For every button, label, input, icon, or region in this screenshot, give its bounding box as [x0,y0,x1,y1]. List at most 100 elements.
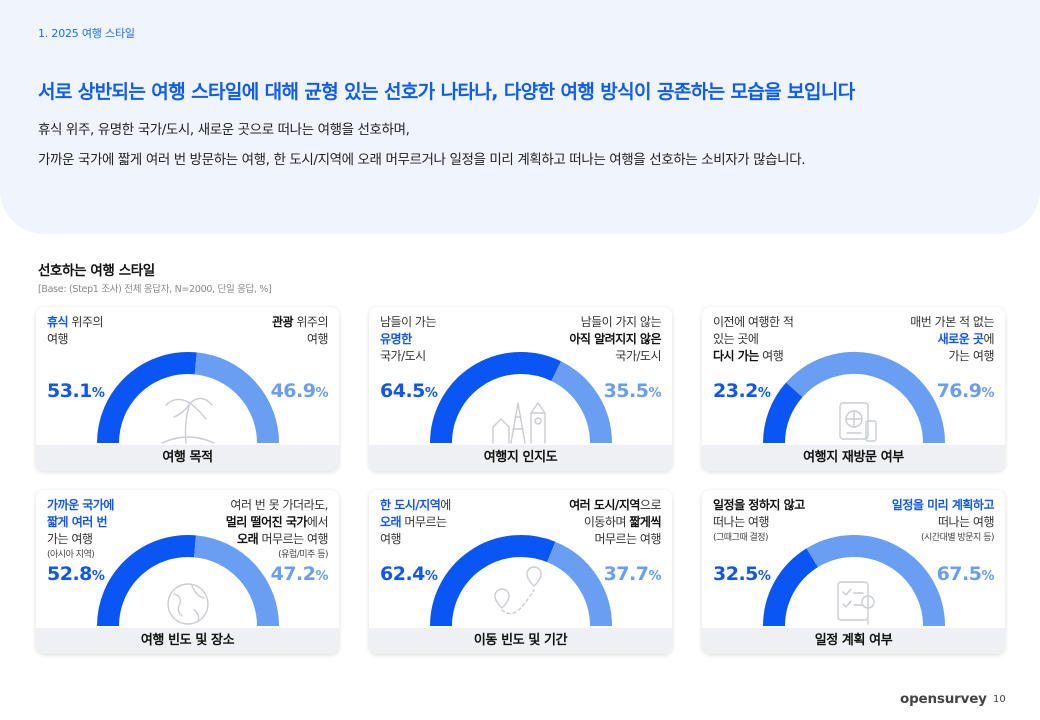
donut-card: 한 도시/지역에 오래 머무르는 여행 여러 도시/지역으로 이동하며 짧게씩 머무르는 … [369,490,672,654]
label-segment: (아시아 지역) [47,550,95,560]
half-donut-chart [97,535,279,627]
label-segment: 일정을 정하지 않고 [713,498,805,512]
label-segment: 일정을 미리 계획하고 [891,498,995,512]
value-unit: % [981,569,994,584]
label-line: (시간대별 방문지 등) [892,531,995,546]
value-unit: % [424,386,438,401]
value-unit: % [424,569,438,584]
label-line: (그때그때 결정) [713,531,805,546]
donut-segment-right [194,352,279,444]
label-segment: 남들이 가지 않는 [580,315,662,329]
value-unit: % [981,386,994,401]
donut-segment-right [806,535,945,627]
globe-icon [167,583,209,625]
value-number: 23.2 [713,380,758,402]
label-segment: 가까운 국가에 [47,498,114,512]
label-line: 여행 [380,531,451,548]
donut-segment-left [430,535,556,627]
header-panel [0,0,1040,234]
label-segment: 다시 가는 [713,349,759,363]
label-segment: 관광 [271,315,294,329]
label-line: 있는 곳에 [713,331,793,348]
value-unit: % [91,569,105,584]
donut-card: 휴식 위주의 여행 관광 위주의 여행 53.1% 46.9% 여행 목적 [36,307,339,471]
value-number: 46.9 [270,380,316,402]
label-line: 여행 [47,331,103,348]
label-segment: 여러 도시/지역 [569,498,640,512]
label-segment: 여행 [380,532,402,546]
label-line: 관광 위주의 [271,314,329,331]
label-line: 이전에 여행한 적 [713,314,794,331]
left-option-label: 휴식 위주의 여행 [47,314,104,348]
label-line: 아직 알려지지 않은 [569,331,661,348]
right-option-label: 남들이 가지 않는 아직 알려지지 않은 국가/도시 [569,314,661,365]
label-line: 국가/도시 [380,348,436,365]
label-segment: 남들이 가는 [380,315,437,329]
label-segment: 여행 [47,332,69,346]
label-segment: 여행 [758,349,784,363]
label-segment: 짧게 여러 번 [47,515,108,529]
left-percentage-value: 64.5% [380,380,438,402]
label-line: 짧게 여러 번 [47,514,114,531]
description-line-1: 휴식 위주, 유명한 국가/도시, 새로운 곳으로 떠나는 여행을 선호하며, [38,122,410,138]
label-segment: 오래 [380,515,402,529]
label-line: 가는 여행 [47,531,114,548]
card-category-label: 여행 목적 [36,445,339,471]
left-percentage-value: 52.8% [47,563,105,585]
label-segment: 이전에 여행한 적 [713,315,794,329]
donut-card: 이전에 여행한 적 있는 곳에 다시 가는 여행 매번 가본 적 없는 새로운 곳에 가는… [702,307,1005,471]
donut-card: 가까운 국가에 짧게 여러 번 가는 여행 (아시아 지역) 여러 번 못 가더라도, 멀… [36,490,339,654]
palm-tree-icon [161,397,215,444]
right-percentage-value: 35.5% [603,380,662,402]
half-donut-chart [763,535,945,627]
label-line: 일정을 미리 계획하고 [891,497,995,514]
left-percentage-value: 32.5% [713,563,771,585]
label-segment: 짧게씩 [629,515,661,529]
label-segment: 있는 곳에 [713,332,759,346]
value-unit: % [315,569,328,584]
label-segment: 유명한 [380,332,412,346]
label-line: 남들이 가지 않는 [569,314,662,331]
label-segment: 매번 가본 적 없는 [910,315,994,329]
value-unit: % [757,386,771,401]
donut-segment-left [763,548,819,627]
label-segment: 에서 [306,515,329,529]
label-line: 다시 가는 여행 [713,348,793,365]
headline: 서로 상반되는 여행 스타일에 대해 균형 있는 선호가 나타나, 다양한 여행… [38,81,855,103]
label-segment: 멀리 떨어진 국가 [225,515,308,529]
donut-segment-right [550,361,612,444]
left-option-label: 한 도시/지역에 오래 머무르는 여행 [380,497,451,548]
value-number: 35.5 [603,380,649,402]
passport-icon [839,402,877,442]
chart-title: 선호하는 여행 스타일 [38,263,155,279]
label-line: 떠나는 여행 [713,514,805,531]
value-number: 76.9 [936,380,982,402]
donut-segment-right [546,541,612,627]
value-unit: % [648,386,661,401]
label-line: (유럽/미주 등) [226,548,328,563]
label-segment: 에 [440,498,451,512]
label-line: 머무르는 여행 [569,531,661,548]
label-segment: (유럽/미주 등) [278,550,328,560]
value-number: 32.5 [713,563,758,585]
label-line: 남들이 가는 [380,314,437,331]
landmarks-icon [492,402,546,444]
label-segment: 에 [983,332,994,346]
value-number: 64.5 [380,380,425,402]
value-number: 52.8 [47,563,92,585]
card-category-label: 여행지 인지도 [369,445,672,471]
label-line: 새로운 곳에 [910,331,995,348]
label-segment: 머무르는 여행 [258,532,328,546]
value-unit: % [91,386,105,401]
half-donut-chart [97,352,279,444]
label-segment: 머무르는 [401,515,447,529]
donut-segment-right [786,352,945,444]
brand-logo: opensurvey [900,691,987,707]
donut-segment-left [97,352,197,444]
label-line: 일정을 정하지 않고 [713,497,805,514]
label-segment: 위주의 [293,315,328,329]
donut-segment-left [763,382,803,444]
